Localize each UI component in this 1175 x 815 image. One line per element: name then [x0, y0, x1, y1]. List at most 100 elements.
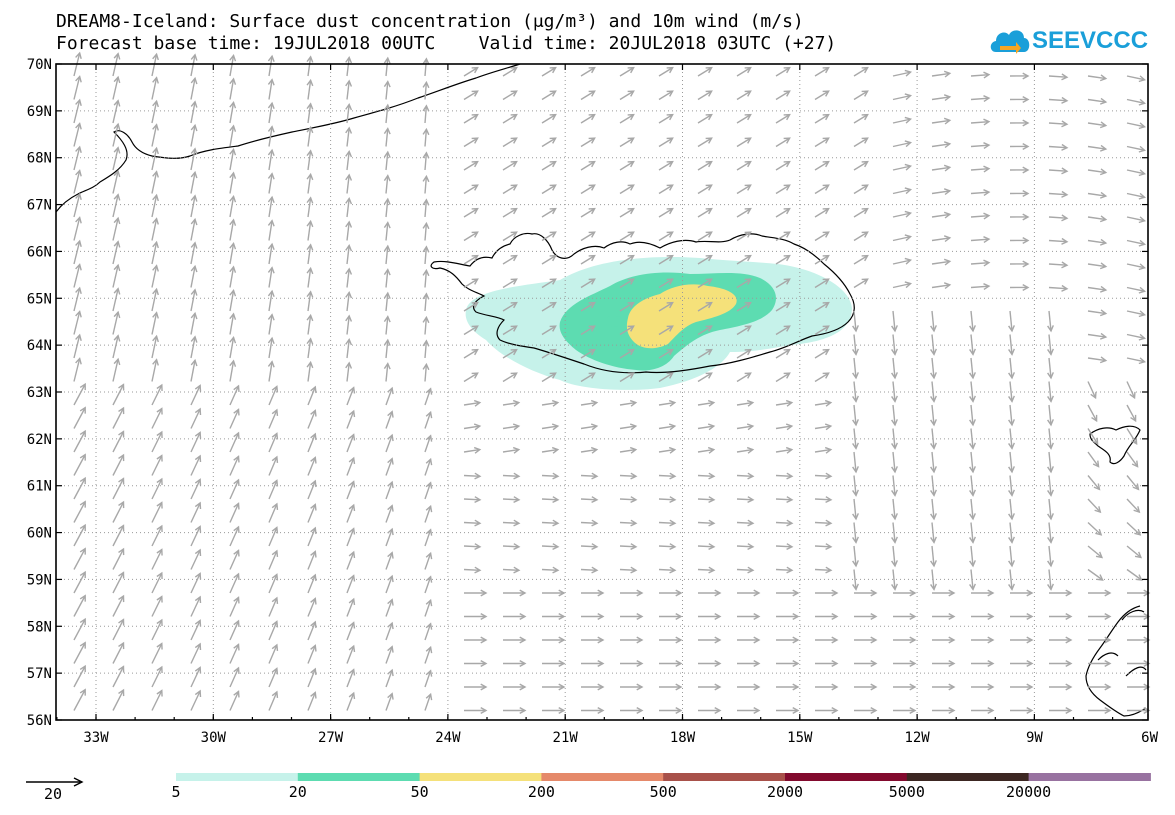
wind-arrow	[112, 193, 121, 218]
wind-arrow	[619, 184, 635, 195]
wind-arrow	[580, 325, 596, 336]
coastlines	[55, 63, 1147, 717]
wind-arrow	[151, 642, 163, 664]
wind-arrow	[463, 423, 482, 431]
wind-arrow	[1010, 707, 1034, 714]
wind-arrow	[1126, 98, 1147, 106]
wind-arrow	[814, 566, 833, 574]
wind-arrow	[854, 589, 878, 597]
wind-arrow	[190, 147, 198, 171]
wind-arrow	[775, 137, 791, 148]
wind-arrow	[346, 574, 356, 594]
wind-arrow	[580, 446, 599, 454]
lon-label: 24W	[435, 730, 461, 746]
wind-arrow	[112, 594, 125, 617]
wind-arrow	[853, 113, 869, 124]
wind-arrow	[776, 683, 800, 691]
wind-arrow	[658, 207, 674, 218]
wind-arrow	[424, 387, 433, 406]
colorbar-segment	[663, 773, 786, 781]
wind-arrow	[619, 372, 635, 383]
wind-arrow	[190, 501, 202, 523]
wind-arrow	[112, 52, 121, 77]
colorbar-label: 500	[649, 783, 677, 801]
wind-arrow	[151, 689, 163, 711]
wind-arrow	[775, 446, 794, 454]
wind-arrow	[267, 242, 275, 265]
colorbar-label: 20	[288, 783, 307, 801]
wind-arrow	[930, 522, 937, 544]
wind-arrow	[463, 325, 479, 336]
wind-arrow	[73, 75, 82, 100]
wind-arrow	[385, 457, 394, 476]
wind-arrow	[268, 526, 279, 547]
wind-arrow	[1087, 568, 1104, 581]
wind-arrow	[971, 613, 995, 620]
wind-arrow	[736, 496, 755, 504]
lat-label: 64N	[27, 338, 52, 354]
wind-arrow	[229, 502, 240, 523]
wind-arrow	[306, 360, 314, 382]
wind-arrow	[619, 519, 638, 527]
wind-arrow	[151, 595, 163, 617]
wind-arrow	[1127, 707, 1151, 714]
wind-arrow	[1087, 144, 1108, 152]
wind-arrow	[73, 169, 82, 194]
wind-arrow	[580, 301, 596, 312]
wind-arrow	[930, 334, 937, 356]
wind-arrow	[463, 399, 482, 407]
colorbar-segment	[1028, 773, 1151, 781]
wind-arrow	[1008, 334, 1015, 356]
wind-arrow	[697, 301, 713, 312]
wind-arrow	[503, 613, 527, 620]
wind-arrow	[73, 547, 86, 570]
lat-label: 61N	[27, 479, 52, 495]
wind-arrow	[658, 423, 677, 431]
colorbar-segment	[906, 773, 1030, 781]
lon-label: 27W	[318, 730, 344, 746]
wind-arrow	[268, 455, 279, 476]
wind-arrow	[1087, 74, 1108, 82]
wind-arrow	[893, 660, 917, 667]
wind-arrow	[891, 569, 898, 591]
wind-arrow	[1087, 545, 1104, 559]
wind-arrow	[190, 288, 198, 312]
wind-arrow	[502, 113, 518, 124]
wind-arrow	[892, 140, 913, 148]
wind-arrow	[736, 207, 752, 218]
wind-arrow	[229, 242, 237, 265]
wind-arrow	[1087, 332, 1108, 340]
wind-arrow	[383, 221, 391, 241]
wind-arrow	[190, 241, 198, 265]
wind-arrow	[502, 348, 518, 359]
wind-arrow	[306, 149, 314, 171]
wind-arrow	[1048, 261, 1069, 269]
wind-arrow	[930, 545, 937, 568]
wind-arrow	[1088, 613, 1112, 620]
wind-arrow	[658, 278, 674, 289]
wind-arrow	[1009, 283, 1030, 291]
wind-arrow	[1008, 428, 1015, 450]
wind-arrow	[1126, 381, 1136, 400]
wind-arrow	[581, 636, 605, 644]
wind-arrow	[931, 188, 952, 196]
wind-arrow	[658, 372, 674, 383]
wind-arrow	[658, 113, 674, 124]
wind-arrow	[853, 231, 869, 242]
wind-arrow	[73, 216, 82, 241]
wind-arrow	[736, 372, 752, 383]
wind-arrow	[268, 408, 279, 429]
wind-arrow	[1126, 475, 1140, 491]
wind-arrow	[620, 707, 644, 714]
wind-arrow	[619, 472, 638, 480]
wind-arrow	[1126, 451, 1139, 468]
wind-arrow	[814, 372, 830, 383]
wind-arrow	[658, 231, 674, 242]
wind-arrow	[1087, 428, 1099, 445]
wind-arrow	[853, 66, 869, 77]
wind-arrow	[190, 478, 202, 500]
wind-arrow	[267, 125, 275, 147]
wind-arrow	[1047, 357, 1054, 380]
wind-arrow	[112, 453, 125, 476]
lat-label: 68N	[27, 151, 52, 167]
